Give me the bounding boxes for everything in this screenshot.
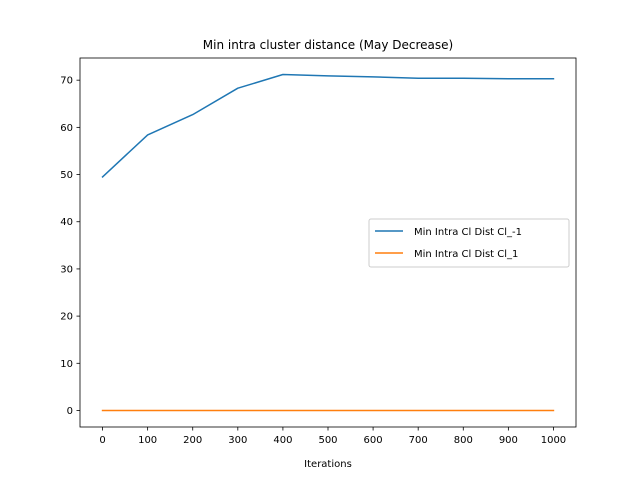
- x-tick-label: 600: [364, 435, 383, 446]
- plot-area: 0 100 200 300 400 500 600 700 800 900 1000 0 10 20 30 4…: [60, 57, 577, 446]
- legend-entry-2: Min Intra Cl Dist Cl_1: [414, 249, 518, 260]
- legend: Min Intra Cl Dist Cl_-1 Min Intra Cl Dist…: [368, 218, 570, 268]
- y-tick-label: 0: [67, 406, 73, 417]
- y-tick-label: 30: [60, 264, 73, 275]
- series-line-1: [101, 73, 555, 178]
- legend-entry-1: Min Intra Cl Dist Cl_-1: [414, 227, 522, 238]
- x-tick-label: 700: [409, 435, 428, 446]
- x-tick-label: 100: [138, 435, 157, 446]
- x-tick-label: 300: [228, 435, 247, 446]
- x-axis-label: Iterations: [304, 459, 352, 470]
- x-tick-label: 200: [183, 435, 202, 446]
- x-tick-label: 1000: [541, 435, 566, 446]
- y-tick-label: 20: [60, 312, 73, 323]
- legend-box: [368, 218, 570, 268]
- x-tick-label: 400: [273, 435, 292, 446]
- x-tick-label: 900: [499, 435, 518, 446]
- x-tick-label: 0: [99, 435, 105, 446]
- x-tick-label: 500: [318, 435, 337, 446]
- x-tick-label: 800: [454, 435, 473, 446]
- y-tick-label: 60: [60, 123, 73, 134]
- y-tick-label: 40: [60, 217, 73, 228]
- chart-title: Min intra cluster distance (May Decrease…: [203, 38, 453, 52]
- y-tick-label: 70: [60, 76, 73, 87]
- y-tick-label: 50: [60, 170, 73, 181]
- y-tick-label: 10: [60, 359, 73, 370]
